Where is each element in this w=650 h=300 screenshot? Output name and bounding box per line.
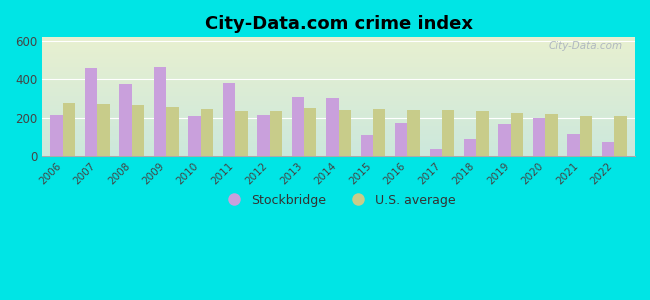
Bar: [442, 110, 454, 156]
Bar: [235, 111, 248, 156]
Bar: [408, 110, 420, 156]
Bar: [120, 84, 132, 156]
Bar: [545, 114, 558, 156]
Bar: [223, 83, 235, 156]
Bar: [361, 135, 373, 156]
Bar: [476, 110, 489, 156]
Bar: [304, 108, 317, 156]
Bar: [201, 109, 213, 156]
Bar: [188, 116, 201, 156]
Bar: [602, 142, 614, 156]
Bar: [270, 112, 282, 156]
Bar: [63, 103, 75, 156]
Text: City-Data.com: City-Data.com: [549, 41, 623, 51]
Bar: [166, 107, 179, 156]
Bar: [580, 116, 592, 156]
Bar: [533, 118, 545, 156]
Bar: [511, 113, 523, 156]
Bar: [614, 116, 627, 156]
Bar: [132, 105, 144, 156]
Bar: [395, 123, 408, 156]
Bar: [257, 115, 270, 156]
Bar: [326, 98, 339, 156]
Bar: [464, 139, 476, 156]
Bar: [430, 149, 442, 156]
Legend: Stockbridge, U.S. average: Stockbridge, U.S. average: [216, 189, 461, 212]
Bar: [98, 104, 110, 156]
Bar: [373, 109, 385, 156]
Bar: [292, 97, 304, 156]
Bar: [499, 124, 511, 156]
Bar: [339, 110, 351, 156]
Title: City-Data.com crime index: City-Data.com crime index: [205, 15, 473, 33]
Bar: [567, 134, 580, 156]
Bar: [51, 115, 63, 156]
Bar: [85, 68, 98, 156]
Bar: [154, 67, 166, 156]
